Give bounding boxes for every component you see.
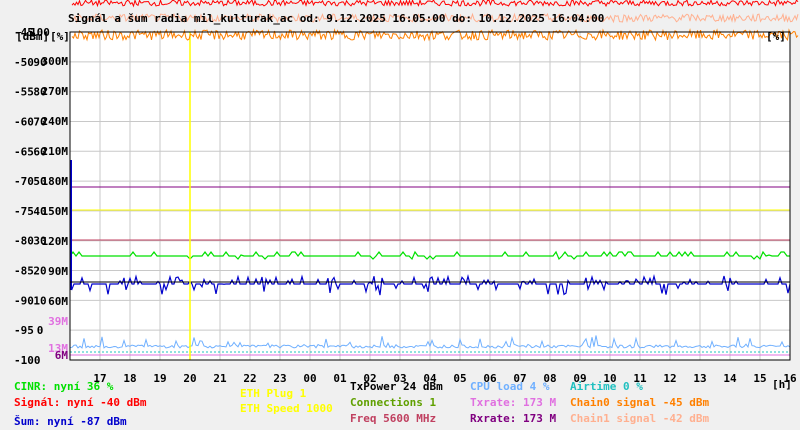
y-tick-dbm: -100	[14, 354, 41, 367]
legend-signal: Signál: nyní -40 dBm	[14, 396, 147, 409]
x-tick-label: 06	[483, 372, 497, 385]
y-tick-dbm: -65	[14, 145, 34, 158]
y-tick-dbm: -45	[14, 26, 34, 39]
x-tick-label: 13	[693, 372, 706, 385]
y-tick-rate: 210M	[42, 145, 69, 158]
x-tick-label: 16	[783, 372, 797, 385]
x-tick-label: 03	[393, 372, 406, 385]
x-tick-label: 04	[423, 372, 437, 385]
y-tick-rate: 240M	[42, 115, 69, 128]
y-tick-dbm: -80	[14, 235, 34, 248]
chart-title: Signál a šum radia mil_kulturak_ac od: 9…	[68, 12, 605, 25]
x-tick-label: 19	[153, 372, 166, 385]
y-tick-rate: 180M	[42, 175, 69, 188]
y-tick-pct: 0	[37, 324, 44, 337]
y-tick-dbm: -50	[14, 56, 34, 69]
x-tick-label: 21	[213, 372, 227, 385]
y-tick-rate: 39M	[48, 315, 68, 328]
legend-cpu: CPU load 4 %	[470, 380, 550, 393]
legend-txrate: Txrate: 173 M	[470, 396, 557, 409]
y-tick-pct: 60	[33, 145, 46, 158]
y-tick-rate: 60M	[48, 295, 68, 308]
y-tick-pct: 30	[33, 235, 46, 248]
y-tick-rate: 13M	[48, 342, 68, 355]
y-tick-dbm: -90	[14, 294, 34, 307]
y-tick-pct: 80	[33, 86, 46, 99]
unit-pct-label: [%]	[50, 30, 70, 43]
x-tick-label: 10	[603, 372, 616, 385]
legend-eth-speed: ETH Speed 1000	[240, 402, 333, 415]
x-tick-label: 12	[663, 372, 676, 385]
x-tick-label: 05	[453, 372, 466, 385]
series-chain1	[71, 12, 799, 24]
x-tick-label: 17	[93, 372, 106, 385]
y-tick-pct: 20	[33, 265, 46, 278]
legend-rxrate: Rxrate: 173 M	[470, 412, 557, 425]
y-tick-rate: 90M	[48, 265, 68, 278]
x-tick-label: 00	[303, 372, 316, 385]
unit-dbm-label: [dBm]	[16, 30, 50, 43]
y-tick-dbm: -75	[14, 205, 34, 218]
series-signal	[71, 0, 799, 8]
x-tick-label: 14	[723, 372, 737, 385]
legend-chain0: Chain0 signal -45 dBm	[570, 396, 710, 409]
legend-txpower: TxPower 24 dBm	[350, 380, 443, 393]
series-chain0	[71, 28, 799, 42]
y-tick-pct: 10	[33, 294, 46, 307]
x-tick-label: 09	[573, 372, 586, 385]
x-unit-label: [h]	[772, 378, 792, 391]
y-tick-dbm: -60	[14, 115, 34, 128]
y-tick-dbm: -55	[14, 86, 34, 99]
y-tick-pct: 40	[33, 205, 46, 218]
y-tick-dbm: -95	[14, 324, 34, 337]
y-tick-rate: 150M	[42, 205, 69, 218]
legend-noise: Šum: nyní -87 dBm	[14, 415, 127, 428]
x-tick-label: 08	[543, 372, 556, 385]
y-tick-pct: 100	[30, 26, 50, 39]
x-tick-label: 18	[123, 372, 136, 385]
x-tick-label: 11	[633, 372, 647, 385]
y-tick-dbm: -70	[14, 175, 34, 188]
x-tick-label: 23	[273, 372, 286, 385]
y-tick-rate: 300M	[42, 55, 69, 68]
y-tick-pct: 50	[33, 175, 46, 188]
x-tick-label: 07	[513, 372, 526, 385]
y-tick-dbm: -85	[14, 265, 34, 278]
x-tick-label: 15	[753, 372, 766, 385]
y-tick-rate: 6M	[55, 349, 69, 362]
y-tick-pct: 90	[33, 56, 46, 69]
x-tick-label: 02	[363, 372, 376, 385]
y-tick-pct: 70	[33, 115, 46, 128]
y-tick-rate: 120M	[42, 235, 69, 248]
x-tick-label: 01	[333, 372, 347, 385]
legend-freq: Freq 5600 MHz	[350, 412, 437, 425]
legend-cinr: CINR: nyní 36 %	[14, 380, 114, 393]
x-tick-label: 20	[183, 372, 196, 385]
legend-connections: Connections 1	[350, 396, 437, 409]
plot-frame	[69, 31, 791, 361]
legend-chain1: Chain1 signal -42 dBm	[570, 412, 710, 425]
x-tick-label: 22	[243, 372, 256, 385]
y-tick-rate: 270M	[42, 85, 69, 98]
legend-eth-plug: ETH Plug 1	[240, 387, 307, 400]
legend-airtime: Airtime 0 %	[570, 380, 643, 393]
unit-pct-right-label: [%]	[766, 30, 786, 43]
